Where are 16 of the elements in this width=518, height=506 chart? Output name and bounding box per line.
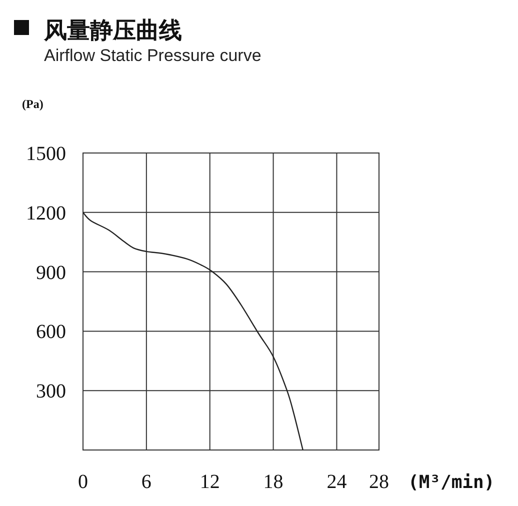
- line-series: [82, 212, 304, 451]
- y-tick-label: 300: [36, 380, 66, 403]
- y-axis-title: (Pa): [22, 97, 44, 111]
- y-tick-label: 600: [36, 321, 66, 344]
- x-axis-title: (M³/min): [408, 472, 495, 493]
- x-tick-label: 28: [369, 471, 389, 493]
- chart-title: 风量静压曲线: [43, 17, 182, 43]
- x-tick-label: 12: [200, 471, 220, 493]
- y-tick-label: 900: [36, 262, 66, 284]
- x-tick-label: 6: [141, 471, 152, 493]
- x-tick-label: 18: [263, 471, 284, 493]
- y-tick-label: 1500: [26, 143, 66, 165]
- x-tick-label: 0: [78, 471, 88, 493]
- x-tick-label: 24: [326, 471, 347, 493]
- chart-subtitle: Airflow Static Pressure curve: [44, 46, 262, 65]
- y-tick-label: 1200: [26, 202, 66, 224]
